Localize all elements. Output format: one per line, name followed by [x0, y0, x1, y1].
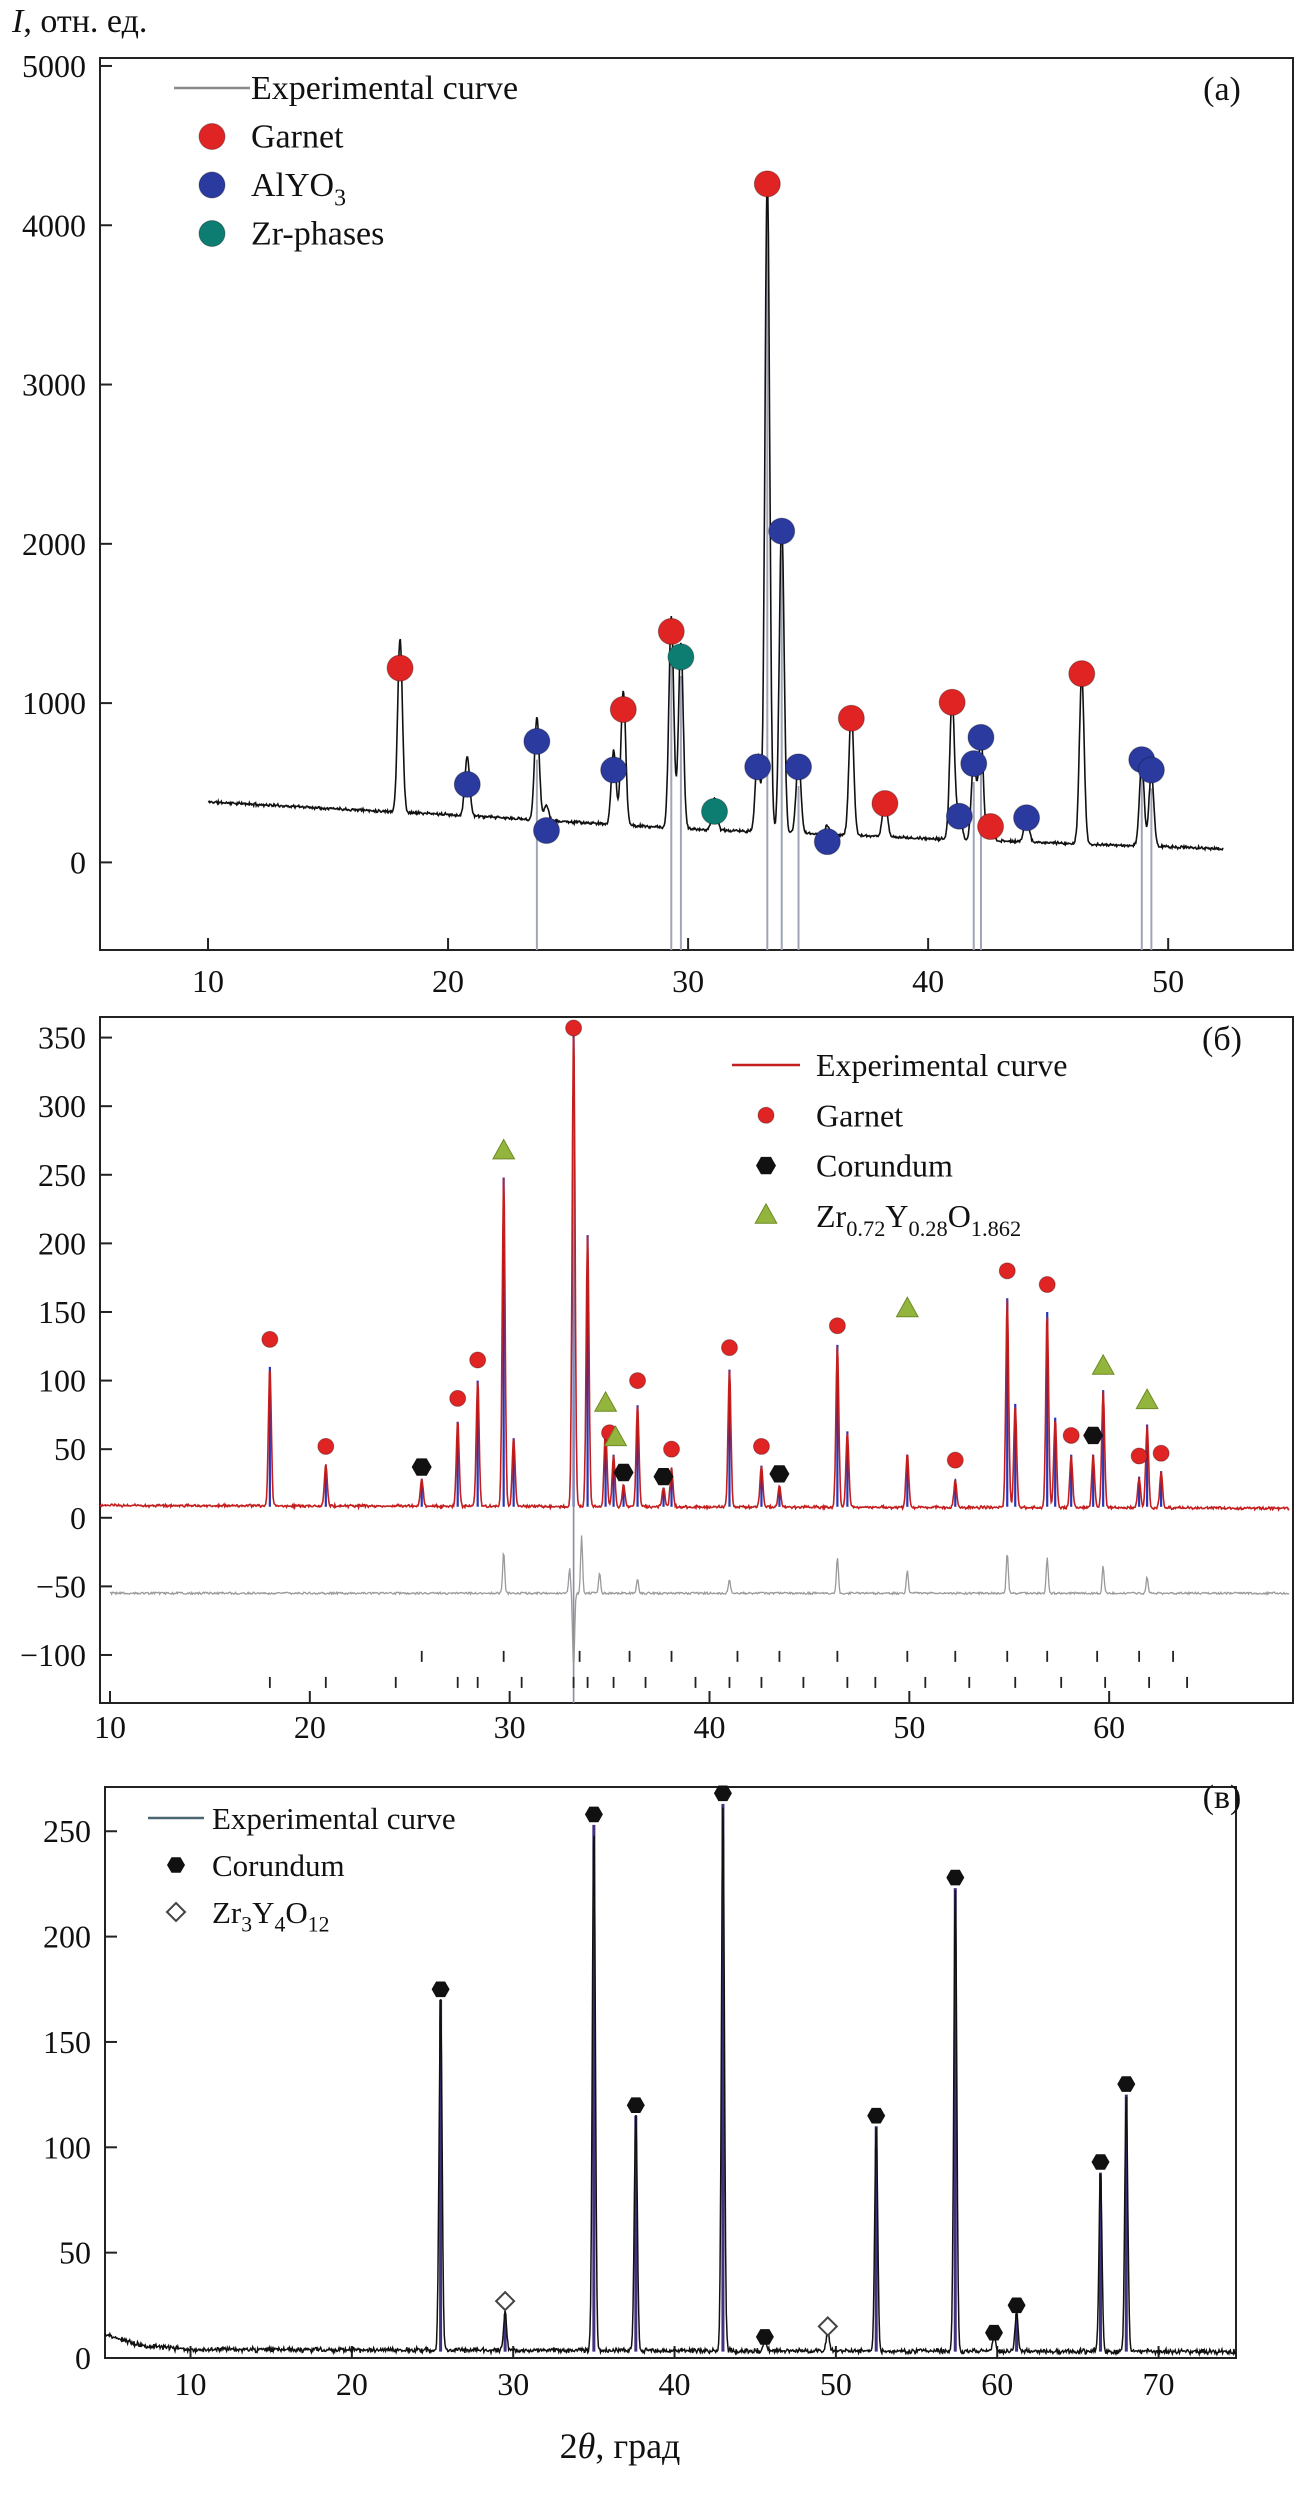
svg-text:70: 70	[1143, 2366, 1175, 2402]
svg-text:50: 50	[1152, 963, 1184, 999]
svg-text:250: 250	[43, 1813, 91, 1849]
xrd-panel-b: 10 20 30 40 50 60 −100 −50 0 50 100 150 200 250 300 350…	[20, 1016, 1294, 1745]
svg-text:20: 20	[432, 963, 464, 999]
svg-text:1000: 1000	[22, 685, 86, 721]
svg-text:150: 150	[38, 1294, 86, 1330]
svg-text:5000: 5000	[22, 48, 86, 84]
svg-text:40: 40	[912, 963, 944, 999]
svg-text:0: 0	[75, 2340, 91, 2376]
svg-text:50: 50	[893, 1709, 925, 1745]
svg-text:10: 10	[94, 1709, 126, 1745]
svg-text:100: 100	[38, 1363, 86, 1399]
svg-text:100: 100	[43, 2129, 91, 2165]
svg-text:30: 30	[497, 2366, 529, 2402]
svg-text:AlYO3: AlYO3	[251, 167, 346, 212]
svg-text:300: 300	[38, 1088, 86, 1124]
svg-text:−50: −50	[36, 1568, 86, 1604]
svg-text:Experimental curve: Experimental curve	[251, 70, 518, 107]
svg-text:Garnet: Garnet	[251, 119, 344, 156]
svg-text:200: 200	[43, 1919, 91, 1955]
svg-text:30: 30	[494, 1709, 526, 1745]
svg-text:(в): (в)	[1203, 1779, 1242, 1816]
svg-text:60: 60	[1093, 1709, 1125, 1745]
svg-text:0: 0	[70, 844, 86, 880]
svg-text:Experimental curve: Experimental curve	[212, 1801, 456, 1836]
svg-text:10: 10	[192, 963, 224, 999]
svg-text:2000: 2000	[22, 526, 86, 562]
svg-text:60: 60	[981, 2366, 1013, 2402]
svg-text:Garnet: Garnet	[816, 1097, 903, 1133]
svg-text:Zr3Y4O12: Zr3Y4O12	[212, 1895, 329, 1937]
svg-text:200: 200	[38, 1225, 86, 1261]
svg-text:40: 40	[693, 1709, 725, 1745]
svg-text:50: 50	[820, 2366, 852, 2402]
svg-text:Experimental curve: Experimental curve	[816, 1047, 1067, 1083]
svg-text:I, отн. ед.: I, отн. ед.	[11, 3, 147, 40]
svg-text:(б): (б)	[1202, 1021, 1242, 1058]
svg-text:20: 20	[336, 2366, 368, 2402]
xrd-panel-a: 10 20 30 40 50 0 1000 2000 3000 4000 5000 Experimen…	[11, 3, 1294, 999]
svg-text:0: 0	[70, 1500, 86, 1536]
svg-text:50: 50	[59, 2235, 91, 2271]
svg-text:10: 10	[175, 2366, 207, 2402]
xrd-panel-c: 10 20 30 40 50 60 70 0 50 100 150 200 250 Experimenta…	[43, 1779, 1242, 2466]
svg-text:Corundum: Corundum	[816, 1148, 953, 1184]
svg-text:Zr0.72Y0.28O1.862: Zr0.72Y0.28O1.862	[816, 1198, 1021, 1241]
svg-text:50: 50	[54, 1431, 86, 1467]
svg-text:−100: −100	[20, 1637, 86, 1673]
svg-text:4000: 4000	[22, 207, 86, 243]
svg-text:150: 150	[43, 2024, 91, 2060]
svg-text:3000: 3000	[22, 367, 86, 403]
svg-text:20: 20	[294, 1709, 326, 1745]
svg-text:40: 40	[659, 2366, 691, 2402]
svg-text:Zr-phases: Zr-phases	[251, 216, 384, 253]
svg-text:30: 30	[672, 963, 704, 999]
svg-text:Corundum: Corundum	[212, 1848, 345, 1883]
svg-text:(а): (а)	[1203, 71, 1241, 108]
svg-text:350: 350	[38, 1020, 86, 1056]
svg-text:2θ, град: 2θ, град	[560, 2426, 681, 2466]
svg-text:250: 250	[38, 1157, 86, 1193]
